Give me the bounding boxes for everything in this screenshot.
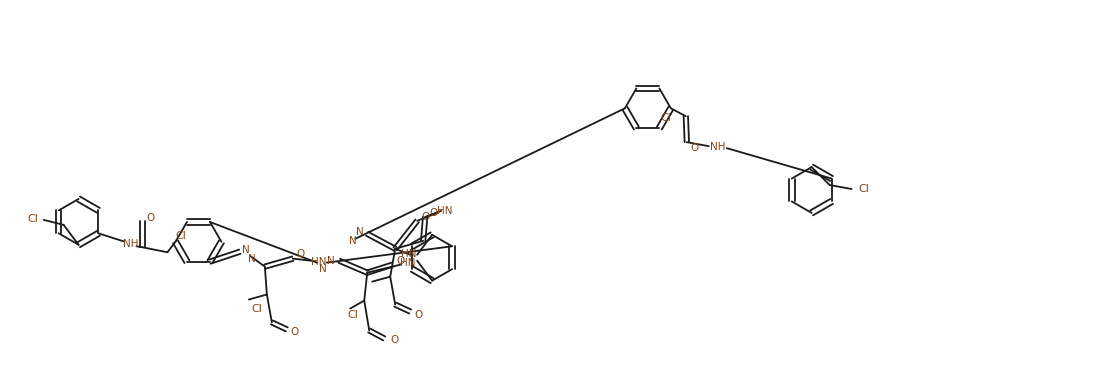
Text: NH: NH <box>710 142 725 152</box>
Text: Cl: Cl <box>348 309 359 320</box>
Text: Cl: Cl <box>27 214 38 224</box>
Text: O: O <box>396 256 405 266</box>
Text: HN: HN <box>438 206 453 216</box>
Text: O: O <box>296 249 305 259</box>
Text: N: N <box>242 245 250 255</box>
Text: O: O <box>291 327 299 337</box>
Text: Cl: Cl <box>858 184 869 194</box>
Text: N: N <box>319 264 327 274</box>
Text: O: O <box>391 335 398 346</box>
Text: HN: HN <box>400 258 416 268</box>
Text: NH: NH <box>123 239 138 249</box>
Text: O: O <box>429 208 438 218</box>
Text: N: N <box>357 227 364 237</box>
Text: O: O <box>691 143 699 153</box>
Text: Cl: Cl <box>660 113 670 123</box>
Text: Cl: Cl <box>251 305 262 314</box>
Text: N: N <box>248 254 256 264</box>
Text: O: O <box>414 309 422 320</box>
Text: N: N <box>327 256 336 266</box>
Text: HN: HN <box>402 249 417 259</box>
Text: O: O <box>146 214 155 223</box>
Text: HN: HN <box>312 257 327 267</box>
Text: Cl: Cl <box>176 231 186 241</box>
Text: O: O <box>421 212 429 222</box>
Text: N: N <box>349 236 358 246</box>
